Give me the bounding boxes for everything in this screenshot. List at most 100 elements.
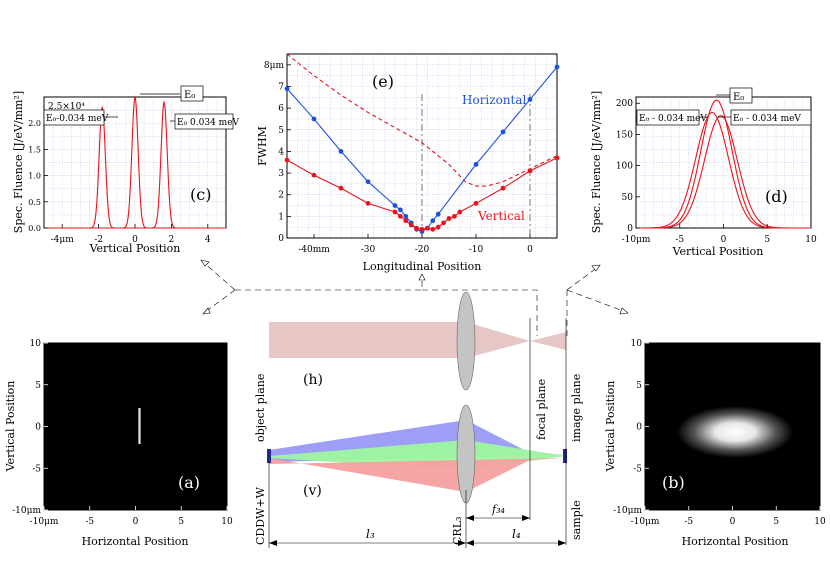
y-tick-label: 2 [278,191,284,201]
panel-a: -10μm -5 0 5 10 10 5 0 -5 -10μm (a) Horizontal Po… [4,339,233,548]
y-tick-label: -5 [32,464,41,474]
horizontal-beam [269,322,530,358]
data-point [435,211,441,217]
x-tick-label: -30 [361,245,376,255]
object-plane-label: object plane [254,374,267,442]
x-tick-label: 0 [132,235,138,245]
data-point [408,222,414,228]
panel-c: -4μm -2 0 2 4 0.0 0.5 1.0 1.5 2.0 2.5×10⁴ (c) Ver… [12,85,240,255]
data-point [430,226,436,232]
x-tick-label: 10 [805,235,817,245]
focal-plane-label: focal plane [535,379,548,440]
data-point [473,162,479,167]
y-tick-label: 0.0 [28,224,41,233]
annotation-minus: E₀-0.034 meV [46,114,109,124]
data-point [446,216,452,221]
data-point [419,226,425,232]
y-tick-label: 4 [278,147,284,157]
cddw-label: CDDW+W [254,486,267,545]
y-axis-label: Vertical Position [4,381,17,473]
x-axis-label: Vertical Position [89,242,181,255]
x-axis-label: Vertical Position [672,245,764,258]
arrow-heads [200,259,629,315]
data-point [500,129,506,135]
y-tick-label: 0.5 [28,198,41,207]
data-point [414,225,419,231]
y-tick-label: 1.5 [28,145,41,154]
y-exponent: 2.5×10⁴ [48,102,85,112]
y-tick-label: 5 [636,381,642,391]
x-tick-label: 0 [527,245,533,255]
y-tick-label: 100 [616,162,633,172]
x-axis-label: Horizontal Position [682,535,789,548]
data-point [398,207,403,213]
panel-label-c: (c) [190,185,211,204]
crl-label: CRL₃ [451,517,464,545]
data-point [311,116,317,122]
x-axis-label: Longitudinal Position [363,260,482,273]
y-axis-label: Spec. Fluence [J/eV/mm²] [12,91,25,233]
x-tick-label: 5 [773,517,779,527]
x-tick-label: -5 [85,517,94,527]
annotation-e0: E₀ [184,90,195,101]
data-point [311,172,317,178]
l4-label: l₄ [512,527,521,541]
horizontal-beam-diverging [530,332,566,350]
annotation-plus: E₀ - 0.034 meV [733,114,801,124]
data-point [398,213,403,219]
y-tick-label: 7 [278,82,284,92]
x-tick-label: 10 [814,517,826,527]
y-tick-label: 1.0 [28,172,41,181]
x-tick-label: 5 [764,235,770,245]
label-v: (v) [303,483,322,499]
annotation-e0: E₀ [733,92,744,103]
lens-crl-v [456,404,476,504]
y-tick-label: -10μm [12,506,41,516]
x-tick-label: -5 [684,517,693,527]
label-h: (h) [303,372,323,388]
x-tick-label: -10μm [631,517,660,527]
x-tick-label: -4μm [51,235,75,245]
data-point [554,64,560,70]
x-tick-label: -40mm [298,245,330,255]
y-tick-label: 150 [616,130,633,140]
sample-element [563,449,567,463]
source-element [267,449,271,463]
x-tick-label: -2 [94,235,103,245]
x-tick-label: -10μm [30,517,59,527]
y-tick-label: 0 [627,224,633,234]
data-point [365,179,371,185]
panel-label-a: (a) [178,473,200,492]
y-axis-label: Vertical Position [604,381,617,473]
x-tick-label: -20 [415,245,430,255]
data-point [435,224,441,230]
y-tick-label: 10 [631,339,643,349]
y-tick-label: 1 [278,212,284,222]
vertical-beam-red [269,458,566,492]
data-point [338,149,344,154]
panel-label-b: (b) [662,473,685,492]
beam-spot [677,406,793,458]
data-point [392,209,398,215]
y-tick-label: 200 [616,99,633,109]
data-point [527,97,533,102]
beam-spot [138,408,141,444]
annotation-minus: E₀ - 0.034 meV [639,114,707,124]
y-tick-label: 6 [278,104,284,114]
x-tick-label: 2 [169,235,175,245]
x-tick-label: -10μm [622,235,651,245]
panel-label-e: (e) [372,72,394,91]
data-point [452,213,457,219]
data-point [425,225,430,231]
x-tick-label: 4 [205,235,211,245]
x-tick-label: 10 [221,517,233,527]
y-tick-label: 0 [35,423,41,433]
series-line [286,53,558,187]
y-tick-label: 3 [278,169,284,179]
optical-schematic: (h) (v) object plane CDDW+W CRL₃ focal p… [254,291,583,548]
y-tick-label: 50 [622,193,634,203]
f34-label: f₃₄ [491,503,505,516]
y-axis-label: Spec. Fluence [J/eV/mm²] [590,91,603,233]
